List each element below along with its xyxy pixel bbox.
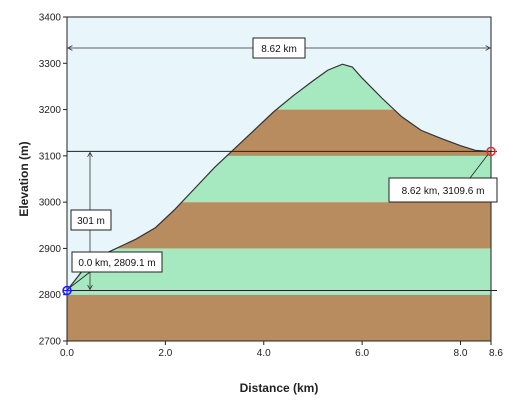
elevation-gain-label: 301 m	[77, 216, 105, 227]
x-tick-label: 2.0	[158, 348, 172, 359]
start-callout-box	[71, 251, 163, 273]
start-callout-label: 0.0 km, 2809.1 m	[78, 258, 155, 269]
elevation-gain-box	[70, 209, 112, 231]
end-callout-leader	[469, 154, 489, 179]
y-tick-label: 2900	[39, 244, 62, 255]
distance-label-box	[252, 37, 306, 59]
elevation-gain-dimension-line-head	[87, 151, 93, 157]
elevation-band	[67, 294, 491, 341]
y-axis-title: Elevation (m)	[17, 141, 31, 216]
x-tick-label: 8.6	[489, 348, 503, 359]
distance-dimension-line-head	[67, 45, 73, 51]
end-marker	[486, 146, 496, 157]
start-callout-leader	[69, 271, 91, 288]
x-axis-title: Distance (km)	[240, 381, 319, 395]
profile-line	[66, 63, 492, 291]
y-tick-label: 2700	[39, 337, 62, 348]
y-tick-label: 3400	[39, 13, 62, 24]
end-callout-label: 8.62 km, 3109.6 m	[402, 186, 485, 197]
elevation-gain-dimension-line-head	[87, 284, 93, 291]
y-tick-label: 2800	[39, 290, 62, 301]
end-callout-box	[388, 177, 498, 203]
x-tick-label: 4.0	[257, 348, 271, 359]
y-tick-label: 3200	[39, 105, 62, 116]
x-tick-label: 0.0	[60, 348, 74, 359]
y-tick-label: 3100	[39, 151, 62, 162]
x-tick-label: 8.0	[454, 348, 468, 359]
x-tick-label: 6.0	[355, 348, 369, 359]
y-tick-label: 3300	[39, 59, 62, 70]
y-tick-label: 3000	[39, 198, 62, 209]
distance-label: 8.62 km	[261, 44, 297, 55]
distance-dimension-line-head	[485, 45, 491, 51]
